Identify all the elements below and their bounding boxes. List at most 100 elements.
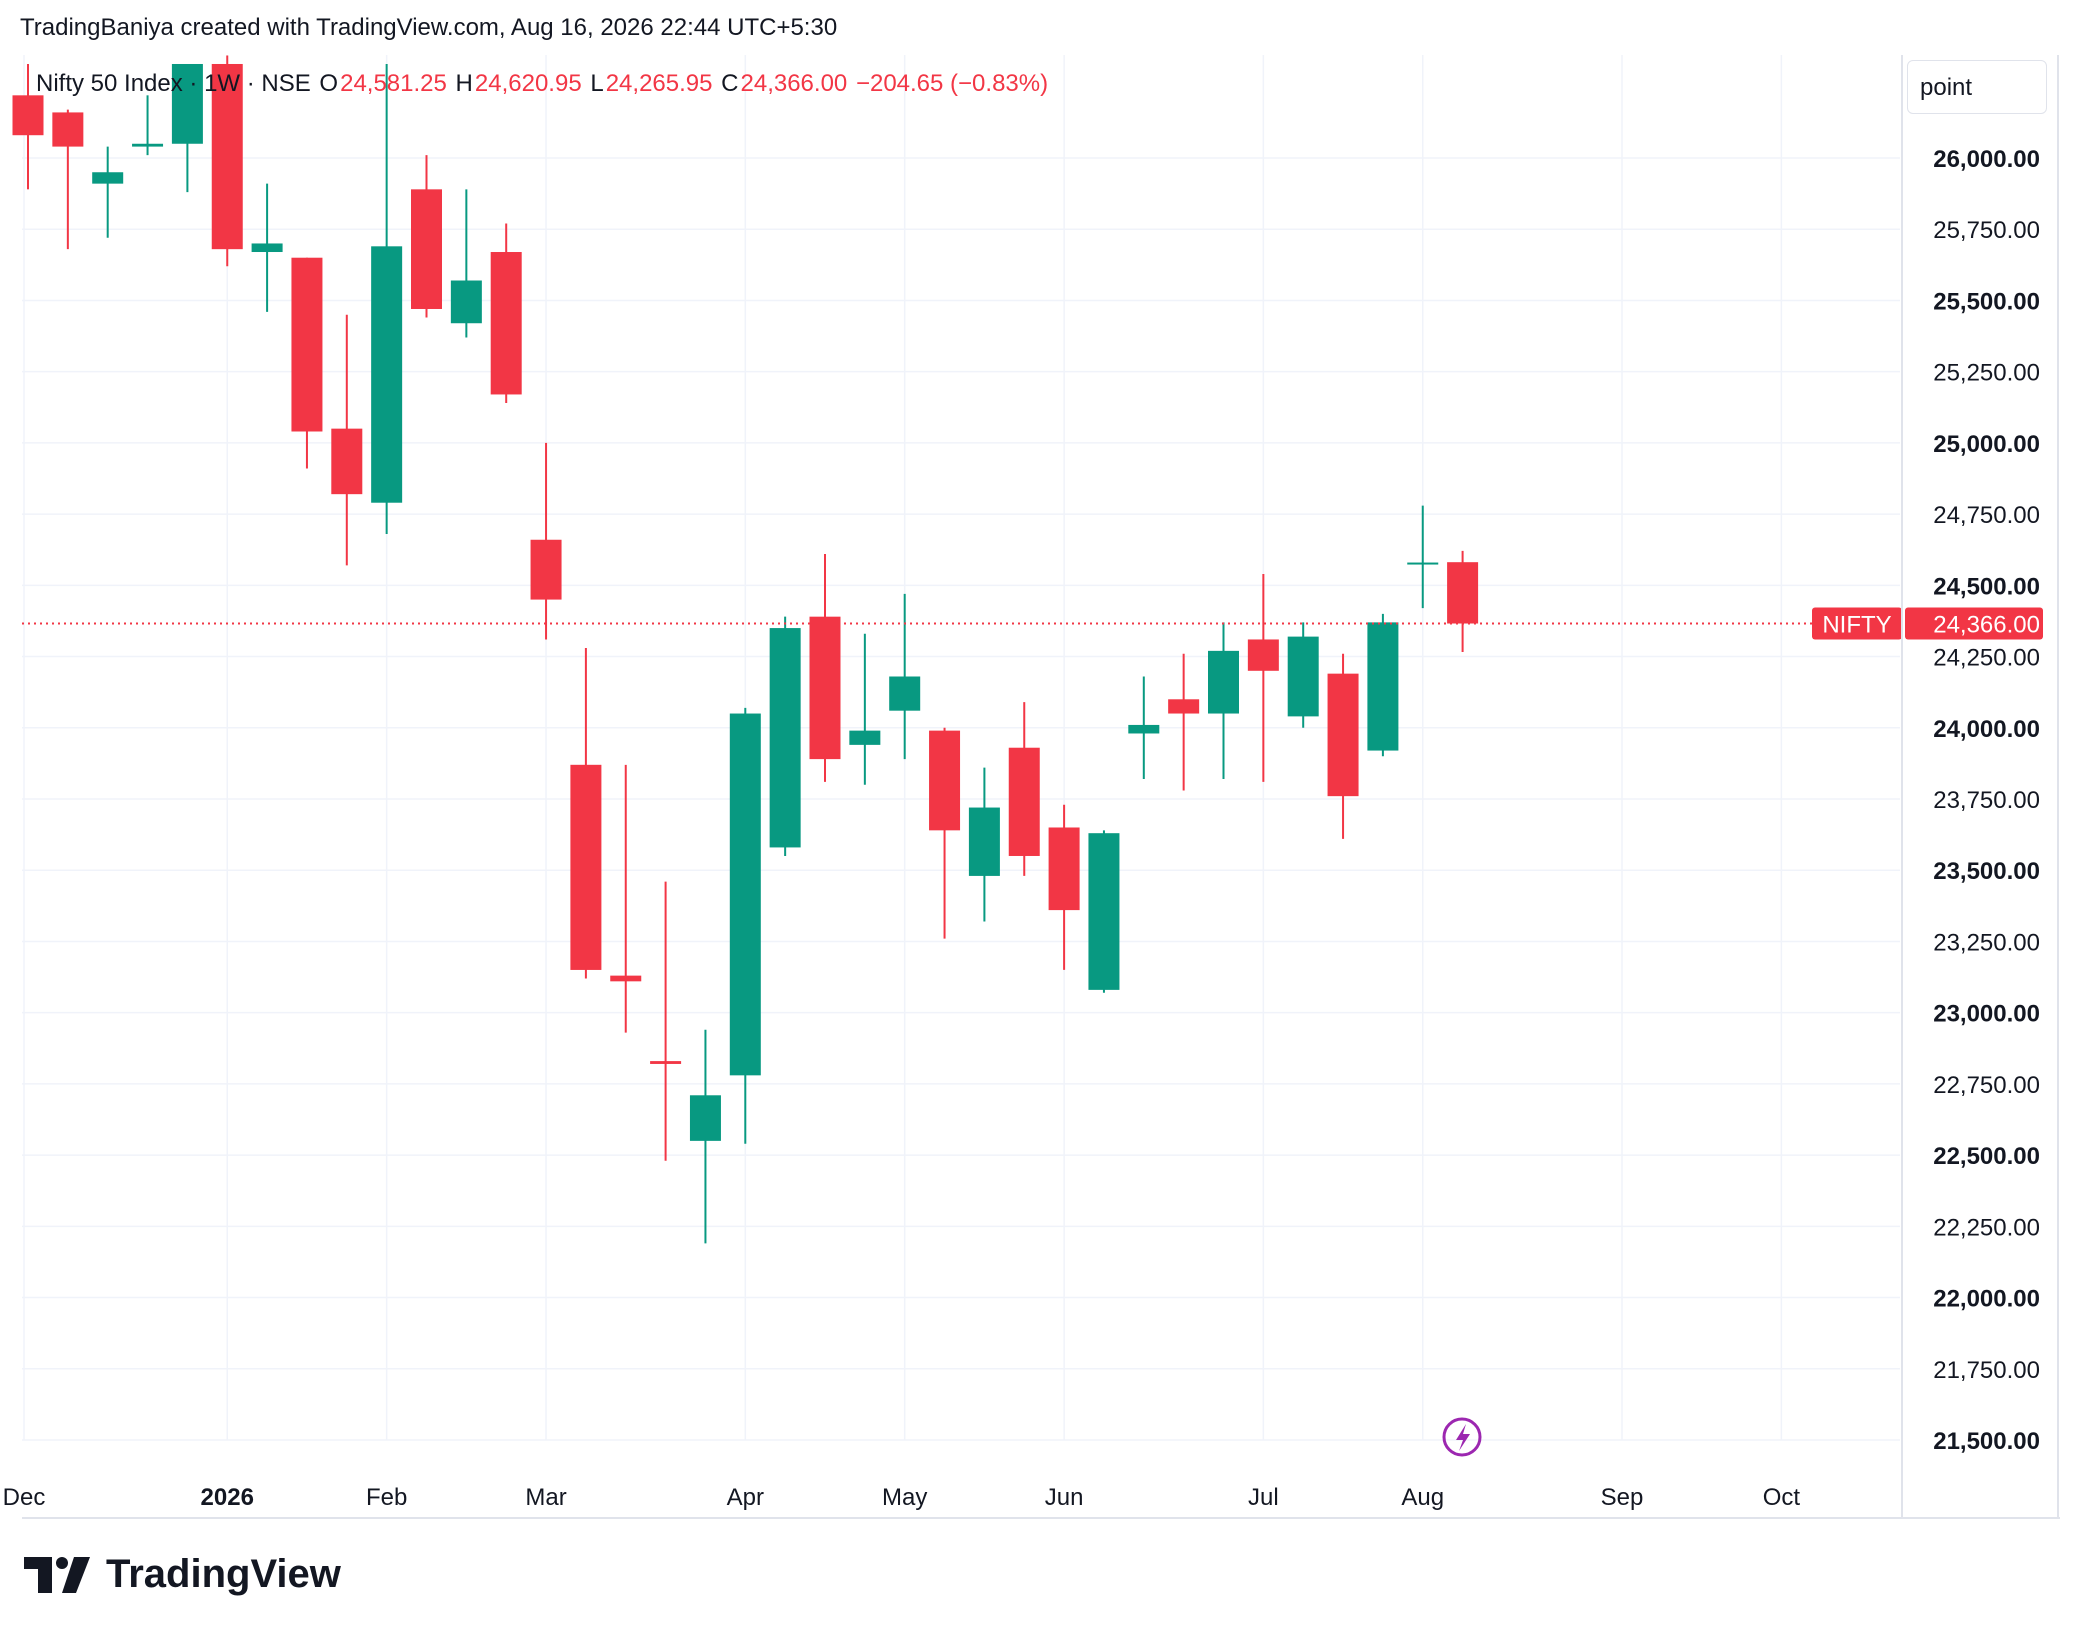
candle-body <box>1128 724 1160 734</box>
y-tick-label: 22,000.00 <box>1933 1286 2040 1313</box>
y-tick-label: 25,250.00 <box>1933 360 2040 387</box>
candle-body <box>52 112 84 147</box>
candle-up <box>450 189 482 338</box>
low-value: 24,265.95 <box>605 70 713 97</box>
candles <box>12 55 1479 1244</box>
lightning-bolt-icon[interactable] <box>1442 1417 1482 1457</box>
candle-body <box>570 764 602 970</box>
y-tick-label: 23,250.00 <box>1933 929 2040 956</box>
candle-down <box>12 63 44 190</box>
candle-body <box>968 807 1000 876</box>
y-tick-label: 22,250.00 <box>1933 1214 2040 1241</box>
candle-up <box>689 1029 721 1244</box>
candle-body <box>1247 639 1279 671</box>
low-label: L <box>590 70 604 97</box>
y-axis: 26,000.00 25,750.00 25,500.00 25,250.00 25,0… <box>1933 146 2040 1455</box>
candle-body <box>490 252 522 395</box>
change-value: −204.65 (−0.83%) <box>855 70 1049 97</box>
y-tick-label: 22,500.00 <box>1933 1143 2040 1170</box>
grid <box>22 55 1900 1441</box>
candle-body <box>411 189 442 309</box>
y-tick-label: 23,500.00 <box>1933 858 2040 885</box>
x-tick-label: May <box>882 1484 927 1511</box>
candle-up <box>251 183 283 312</box>
candle-down <box>52 109 84 250</box>
x-tick-label: Dec <box>3 1484 46 1511</box>
candle-down <box>291 257 323 469</box>
close-value: 24,366.00 <box>740 70 848 97</box>
candle-body <box>530 539 562 600</box>
candle-body <box>251 243 283 253</box>
y-tick-label: 23,750.00 <box>1933 787 2040 814</box>
candle-body <box>1008 747 1040 856</box>
attribution-text: TradingBaniya created with TradingView.c… <box>20 14 838 41</box>
candle-body <box>650 1061 682 1064</box>
last-price-tag[interactable]: NIFTY 24,366.00 <box>1812 607 2043 640</box>
candle-body <box>371 246 403 503</box>
candle-body <box>132 143 164 147</box>
ohlc-legend: Nifty 50 Index · 1W · NSE O24,581.25 H24… <box>36 70 1050 98</box>
x-tick-label: Apr <box>727 1484 764 1511</box>
x-tick-label: Feb <box>366 1484 407 1511</box>
candle-body <box>1407 562 1439 565</box>
x-tick-label: Jun <box>1045 1484 1084 1511</box>
candle-body <box>1048 827 1080 911</box>
x-tick-label: Mar <box>525 1484 566 1511</box>
y-tick-label: 25,000.00 <box>1933 431 2040 458</box>
candle-body <box>92 172 124 184</box>
candle-down <box>1168 653 1200 791</box>
y-tick-label: 24,250.00 <box>1933 645 2040 672</box>
candle-up <box>729 707 761 1144</box>
candle-body <box>689 1095 721 1141</box>
candle-down <box>1048 804 1080 970</box>
y-tick-label: 22,750.00 <box>1933 1072 2040 1099</box>
close-label: C <box>721 70 739 97</box>
y-tick-label: 24,750.00 <box>1933 502 2040 529</box>
candle-up <box>171 63 203 193</box>
symbol-label[interactable]: Nifty 50 Index · 1W · NSE <box>36 70 311 97</box>
candle-up <box>889 593 921 760</box>
x-tick-label: Sep <box>1601 1484 1644 1511</box>
candle-down <box>1327 653 1359 839</box>
candle-up <box>769 616 801 856</box>
brand-name: TradingView <box>106 1552 341 1596</box>
candle-up <box>1367 613 1399 757</box>
candle-body <box>729 713 761 1076</box>
symbol-tag-box <box>1812 607 1902 640</box>
candle-up <box>1088 830 1120 993</box>
candle-body <box>1287 636 1319 717</box>
y-tick-label: 25,500.00 <box>1933 288 2040 315</box>
tradingview-logo[interactable]: TradingView <box>24 1552 341 1597</box>
candle-up <box>1128 676 1160 780</box>
candle-down <box>211 55 243 267</box>
x-tick-label: 2026 <box>201 1484 254 1511</box>
candle-body <box>331 428 363 495</box>
candle-down <box>411 155 442 318</box>
candle-down <box>490 223 522 404</box>
candlestick-chart[interactable]: 26,000.00 25,750.00 25,500.00 25,250.00 25,0… <box>0 0 2074 1540</box>
candle-up <box>92 146 124 238</box>
candle-body <box>1367 622 1399 751</box>
candle-up <box>1208 622 1239 780</box>
candle-body <box>769 628 801 848</box>
candle-body <box>211 63 243 250</box>
candle-down <box>929 727 961 939</box>
candle-down <box>1247 573 1279 782</box>
x-tick-label: Oct <box>1763 1484 1801 1511</box>
candle-body <box>12 95 44 136</box>
y-tick-label: 21,750.00 <box>1933 1357 2040 1384</box>
open-value: 24,581.25 <box>340 70 447 97</box>
candle-body <box>1088 833 1120 990</box>
candle-down <box>1447 550 1479 653</box>
candle-body <box>171 63 203 144</box>
candle-body <box>610 975 642 982</box>
candle-down <box>331 314 363 566</box>
candle-body <box>929 730 961 831</box>
y-tick-label: 21,500.00 <box>1933 1428 2040 1455</box>
x-tick-label: Jul <box>1248 1484 1279 1511</box>
price-unit-button[interactable]: point <box>1907 60 2047 114</box>
candle-body <box>1447 562 1479 624</box>
candle-up <box>968 767 1000 922</box>
x-axis: Dec 2026 Feb Mar Apr May Jun Jul Aug Sep Oct <box>3 1484 1801 1511</box>
x-tick-label: Aug <box>1401 1484 1444 1511</box>
